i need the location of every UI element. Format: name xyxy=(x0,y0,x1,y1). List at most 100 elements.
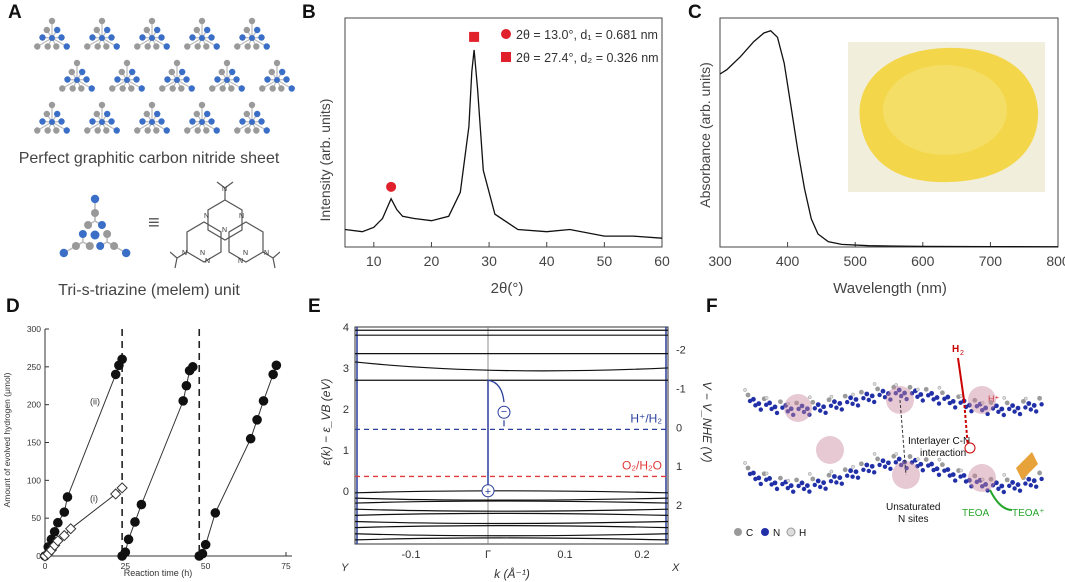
xrd-ylabel: Intensity (arb. units) xyxy=(317,99,333,222)
carbon-atom xyxy=(173,59,181,67)
nitrogen-atom xyxy=(199,35,205,41)
carbon-atom xyxy=(219,85,226,92)
nitrogen-atom xyxy=(188,85,195,92)
top-layer-atom xyxy=(855,403,861,408)
bottom-layer-atom xyxy=(826,472,832,478)
nitrogen-atom xyxy=(253,26,261,34)
top-layer-atom xyxy=(848,395,853,401)
carbon-atom xyxy=(218,68,226,76)
top-layer-atom xyxy=(807,412,812,417)
carbon-atom xyxy=(194,127,201,134)
bottom-layer-atom xyxy=(920,468,925,473)
legend-n: N xyxy=(773,528,780,539)
h2-xtick-label: 25 xyxy=(121,561,131,571)
redox-level-label: O₂/H₂O xyxy=(622,458,662,472)
bottom-layer-h-atom xyxy=(829,469,834,474)
h2-ytick-label: 100 xyxy=(27,475,41,485)
top-layer-atom xyxy=(764,402,769,408)
h2-xtick-label: 0 xyxy=(43,561,48,571)
band-xtick-label: 0.1 xyxy=(557,549,572,561)
top-layer-atom xyxy=(745,392,751,398)
bottom-layer-atom xyxy=(945,467,951,473)
carbon-atom xyxy=(244,127,251,134)
nitrogen-atom xyxy=(99,35,105,41)
carbon-atom xyxy=(144,43,151,50)
panel-c-label: C xyxy=(688,2,702,23)
carbon-atom xyxy=(268,68,276,76)
top-layer-atom xyxy=(794,400,799,406)
bottom-layer-atom xyxy=(745,465,751,471)
nitrogen-atom xyxy=(114,76,121,83)
top-layer-atom xyxy=(907,384,913,390)
carbon-atom xyxy=(153,127,160,134)
top-layer-atom xyxy=(853,397,859,402)
h2-point-ii xyxy=(271,360,282,371)
bottom-layer-atom xyxy=(1001,489,1006,495)
uvvis-xtick-label: 500 xyxy=(844,253,868,269)
nitrogen-atom xyxy=(238,85,245,92)
top-layer-atom xyxy=(1017,411,1023,417)
nitrogen-atom xyxy=(278,68,286,76)
top-layer-h-atom xyxy=(872,382,877,386)
nitrogen-atom xyxy=(189,118,196,125)
bottom-layer-atom xyxy=(1004,477,1010,483)
amine-nitrogen-atom xyxy=(59,248,69,258)
carbon-atom xyxy=(34,127,41,134)
carbon-atom xyxy=(278,85,285,92)
svg-text:N: N xyxy=(205,258,210,265)
bottom-layer-atom xyxy=(923,457,929,462)
legend-h: H xyxy=(799,528,806,539)
xrd-legend-text-1: 2θ = 13.0°, d₁ = 0.681 nm xyxy=(516,28,658,42)
carbon-atom xyxy=(143,26,151,34)
nitrogen-atom xyxy=(253,110,261,118)
carbon-atom xyxy=(248,17,256,25)
carbon-atom xyxy=(34,43,41,50)
top-layer-atom xyxy=(799,403,805,409)
top-layer-atom xyxy=(988,400,994,405)
xrd-xtick-label: 60 xyxy=(654,253,670,269)
bottom-layer-atom xyxy=(909,460,915,465)
valence-band xyxy=(354,497,669,501)
nitrogen-atom xyxy=(78,68,86,76)
top-layer-atom xyxy=(985,411,990,417)
top-layer-atom xyxy=(864,391,870,397)
legend-c: C xyxy=(746,528,753,539)
nitrogen-atom xyxy=(138,85,145,92)
top-layer-atom xyxy=(1021,398,1026,404)
svg-text:N: N xyxy=(222,227,227,234)
carbon-atom xyxy=(85,242,94,250)
top-layer-atom xyxy=(801,409,807,415)
top-layer-h-atom xyxy=(959,394,963,398)
h2-ytick-label: 150 xyxy=(27,438,41,448)
nitrogen-atom xyxy=(58,118,65,125)
nitrogen-atom xyxy=(163,127,170,134)
band-ytick-left: 0 xyxy=(343,486,349,498)
xrd-peak-marker-circle xyxy=(386,181,397,192)
svg-text:N: N xyxy=(200,250,205,257)
valence-band xyxy=(354,520,669,525)
bottom-layer-atom xyxy=(940,462,945,468)
nitrogen-atom xyxy=(149,119,155,125)
nitrogen-atom xyxy=(113,43,120,50)
active-site-highlight xyxy=(784,394,812,422)
carbon-atom xyxy=(73,59,81,67)
bottom-layer-atom xyxy=(880,458,886,464)
top-layer-atom xyxy=(1012,409,1017,414)
top-layer-atom xyxy=(950,399,956,404)
carbon-atom xyxy=(78,85,85,92)
carbon-atom xyxy=(273,59,281,67)
light-spectrum-wedge xyxy=(1016,452,1038,480)
top-layer-atom xyxy=(896,387,902,393)
h2-point-ii xyxy=(181,380,192,391)
bottom-layer-atom xyxy=(853,469,859,475)
h2-point-ii xyxy=(136,499,147,510)
band-ytick-right: -2 xyxy=(676,345,686,357)
nitrogen-atom xyxy=(228,68,236,76)
nitrogen-atom xyxy=(199,119,205,125)
nitrogen-atom xyxy=(113,127,120,134)
legend-h-dot xyxy=(786,527,796,537)
nitrogen-atom xyxy=(164,76,171,83)
top-layer-atom xyxy=(774,410,780,416)
carbon-atom xyxy=(84,127,91,134)
top-layer-atom xyxy=(923,386,929,392)
